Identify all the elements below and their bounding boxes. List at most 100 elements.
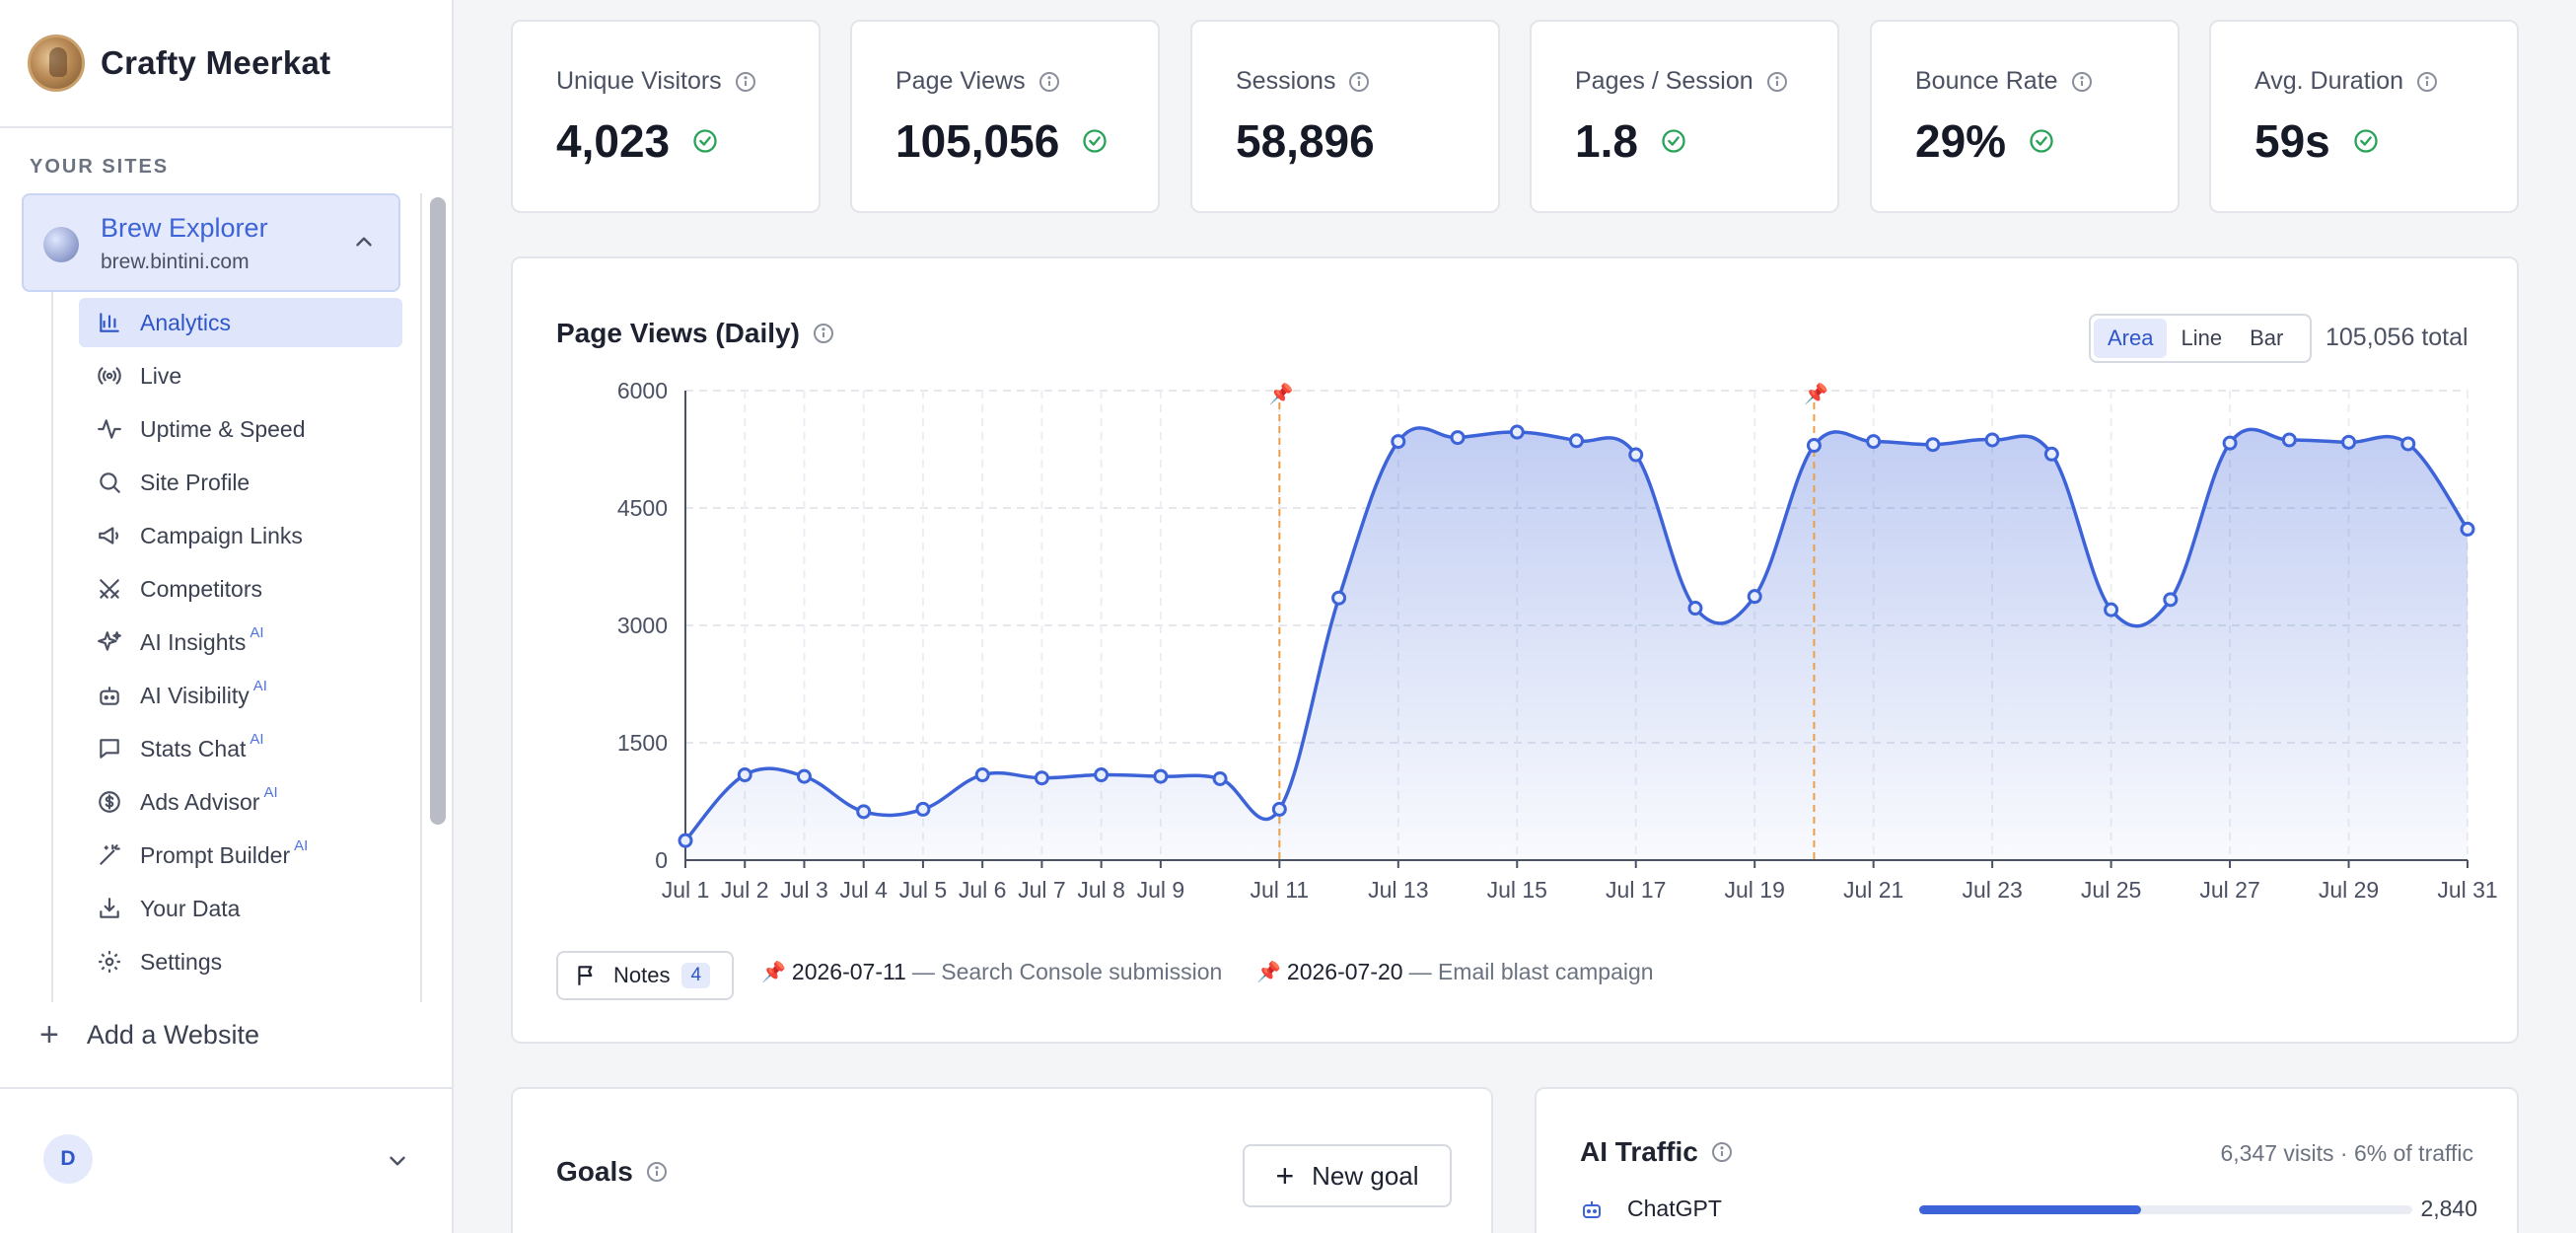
data-point <box>1509 424 1525 440</box>
plus-icon: + <box>39 1016 59 1053</box>
info-icon[interactable] <box>1347 70 1371 94</box>
nav-item-campaign-links[interactable]: Campaign Links <box>79 511 402 560</box>
x-tick-label: Jul 15 <box>1487 877 1547 903</box>
nav-item-settings[interactable]: Settings <box>79 937 402 986</box>
nav-item-ai-visibility[interactable]: AI Visibility AI <box>79 671 402 720</box>
stat-label-wrap: Unique Visitors <box>556 67 757 96</box>
chart-total: 105,056 total <box>2326 324 2469 351</box>
check-circle-icon <box>2030 129 2053 153</box>
goals-card: Goals + New goal <box>511 1087 1493 1233</box>
stat-value-wrap: 59s <box>2254 114 2380 168</box>
nav-item-stats-chat[interactable]: Stats Chat AI <box>79 724 402 773</box>
annotation-pushpin-icon: 📌 <box>1269 382 1294 405</box>
nav-item-ai-insights[interactable]: AI Insights AI <box>79 617 402 667</box>
x-tick-label: Jul 25 <box>2081 877 2141 903</box>
chevron-up-icon[interactable] <box>351 229 377 254</box>
notes-button[interactable]: Notes 4 <box>556 951 734 1000</box>
x-tick-label: Jul 8 <box>1077 877 1125 903</box>
nav-item-prompt-builder[interactable]: Prompt Builder AI <box>79 831 402 880</box>
nav-tree-rule <box>51 292 53 1002</box>
nav-item-your-data[interactable]: Your Data <box>79 884 402 933</box>
data-point <box>1806 438 1822 454</box>
nav-divider <box>420 193 422 1002</box>
ai-traffic-card: AI Traffic 6,347 visits · 6% of traffic … <box>1535 1087 2519 1233</box>
stat-label: Page Views <box>895 67 1026 95</box>
nav-label: Analytics <box>140 309 232 335</box>
nav-item-analytics[interactable]: Analytics <box>79 298 402 347</box>
ai-source-name: ChatGPT <box>1627 1196 1722 1221</box>
mode-bar-button[interactable]: Bar <box>2250 326 2284 350</box>
brand[interactable]: Crafty Meerkat <box>0 0 452 128</box>
site-url: brew.bintini.com <box>101 251 250 273</box>
stat-card-unique-visitors: Unique Visitors 4,023 <box>511 20 821 213</box>
data-point <box>678 833 693 848</box>
stat-label: Avg. Duration <box>2254 67 2404 95</box>
nav-item-competitors[interactable]: Competitors <box>79 564 402 614</box>
mode-line-button[interactable]: Line <box>2181 326 2223 350</box>
x-tick-label: Jul 6 <box>959 877 1007 903</box>
ai-badge: AI <box>250 730 264 748</box>
download-icon <box>100 898 119 918</box>
new-goal-label: New goal <box>1312 1160 1419 1191</box>
swords-icon <box>100 579 119 599</box>
info-icon[interactable] <box>812 322 835 345</box>
sidebar-scrollbar[interactable] <box>430 197 446 825</box>
info-icon[interactable] <box>2415 70 2439 94</box>
note-item[interactable]: 📌 2026-07-11 — Search Console submission <box>761 959 1222 985</box>
stat-card-pages-per-session: Pages / Session 1.8 <box>1530 20 1839 213</box>
page-views-chart[interactable]: 0 1500 3000 4500 6000 Jul 1 Jul 2 Jul 3 Jul 4 Jul… <box>513 258 2521 929</box>
nav-label: Campaign Links <box>140 522 303 548</box>
data-point <box>1984 432 2000 448</box>
pushpin-icon: 📌 <box>1256 962 1281 983</box>
nav-item-ads-advisor[interactable]: Ads Advisor AI <box>79 777 402 827</box>
stat-value: 59s <box>2254 115 2330 167</box>
new-goal-button[interactable]: + New goal <box>1243 1144 1452 1207</box>
info-icon[interactable] <box>1038 70 1061 94</box>
ai-badge: AI <box>250 623 264 641</box>
data-point <box>1687 601 1703 616</box>
stat-card-sessions: Sessions 58,896 <box>1190 20 1500 213</box>
bar-chart-icon <box>100 313 119 332</box>
robot-icon <box>100 687 119 705</box>
data-point <box>796 768 812 784</box>
data-point <box>1391 434 1406 450</box>
mode-area-button[interactable]: Area <box>2094 319 2168 358</box>
data-point <box>974 767 990 783</box>
note-item[interactable]: 📌 2026-07-20 — Email blast campaign <box>1256 959 1654 985</box>
ai-badge: AI <box>263 783 278 801</box>
flag-icon <box>578 966 593 985</box>
x-tick-label: Jul 5 <box>899 877 948 903</box>
stat-value: 105,056 <box>895 115 1060 167</box>
data-point <box>2460 521 2475 537</box>
chart-mode-toggle: Area Line Bar <box>2089 314 2312 363</box>
site-selector[interactable]: Brew Explorer brew.bintini.com <box>22 193 400 292</box>
check-circle-icon <box>1662 129 1685 153</box>
nav-item-uptime-speed[interactable]: Uptime & Speed <box>79 404 402 454</box>
info-icon[interactable] <box>1765 70 1789 94</box>
data-point <box>1331 590 1347 606</box>
info-icon[interactable] <box>2070 70 2094 94</box>
nav-item-live[interactable]: Live <box>79 351 402 400</box>
megaphone-icon <box>99 527 118 544</box>
info-icon[interactable] <box>1710 1140 1734 1164</box>
page-views-chart-card: 0 1500 3000 4500 6000 Jul 1 Jul 2 Jul 3 Jul 4 Jul… <box>511 256 2519 1044</box>
wand-icon <box>100 844 120 865</box>
data-point <box>1569 433 1584 449</box>
chart-title: Page Views (Daily) <box>556 318 800 348</box>
stat-label-wrap: Page Views <box>895 67 1061 96</box>
data-point <box>2043 446 2059 462</box>
x-tick-label: Jul 4 <box>839 877 888 903</box>
nav-label: Ads Advisor <box>140 788 260 815</box>
nav-item-site-profile[interactable]: Site Profile <box>79 458 402 507</box>
info-icon[interactable] <box>734 70 757 94</box>
note-text: — Search Console submission <box>911 959 1223 984</box>
info-icon[interactable] <box>645 1160 669 1184</box>
chevron-down-icon[interactable] <box>385 1148 410 1174</box>
activity-icon <box>98 419 121 439</box>
avatar[interactable]: D <box>43 1134 93 1184</box>
add-website-button[interactable]: + Add a Website <box>39 1016 259 1054</box>
ai-traffic-row[interactable]: ChatGPT 2,840 <box>1580 1192 2477 1227</box>
stat-value-wrap: 1.8 <box>1575 114 1687 168</box>
x-tick-label: Jul 3 <box>780 877 828 903</box>
data-point <box>1094 767 1109 783</box>
